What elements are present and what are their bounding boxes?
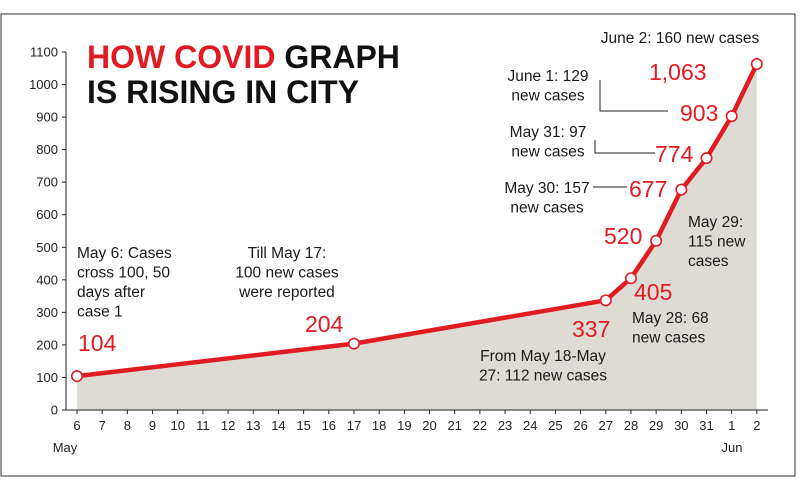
x-tick-label: 16 <box>322 418 336 433</box>
annotation-line: days after <box>77 284 145 301</box>
data-label: 204 <box>305 311 344 337</box>
annotation-line: May 6: Cases <box>77 245 172 262</box>
y-tick-label: 300 <box>36 305 58 320</box>
annotation-line: May 29: <box>688 214 743 231</box>
x-tick-label: 7 <box>99 418 106 433</box>
x-tick-label: 19 <box>397 418 411 433</box>
x-tick-label: 11 <box>196 418 210 433</box>
y-tick-label: 100 <box>36 370 58 385</box>
annotation-leader-line <box>594 140 655 154</box>
annotation-line: From May 18-May <box>480 348 606 365</box>
y-tick-label: 200 <box>36 337 58 352</box>
annotation-may17: Till May 17: 100 new cases were reported <box>235 245 339 301</box>
data-label: 337 <box>572 316 610 342</box>
x-tick-label: 12 <box>221 418 235 433</box>
annotation-line: 115 new <box>688 234 746 251</box>
x-tick-label: 13 <box>246 418 260 433</box>
data-label: 1,063 <box>649 59 707 85</box>
x-tick-label: 24 <box>523 418 537 433</box>
annotation-line: May 31: 97 <box>510 124 587 141</box>
x-tick-label: 28 <box>624 418 638 433</box>
annotation-may6: May 6: Cases cross 100, 50 days after case … <box>77 245 172 321</box>
x-tick-label: 2 <box>753 418 760 433</box>
annotation-may31: May 31: 97 new cases <box>510 124 587 161</box>
annotation-may18: From May 18-May 27: 112 new cases <box>479 348 607 385</box>
annotation-line: May 28: 68 <box>632 310 709 327</box>
x-tick-label: 8 <box>124 418 131 433</box>
data-point-marker <box>71 370 84 383</box>
data-label: 405 <box>634 279 672 305</box>
annotation-june2: June 2: 160 new cases <box>601 30 760 47</box>
area-fill <box>77 64 757 411</box>
annotation-line: June 2: 160 new cases <box>601 30 760 47</box>
annotation-line: new cases <box>511 88 584 105</box>
data-label: 520 <box>604 223 642 249</box>
x-tick-label: 9 <box>149 418 156 433</box>
data-point-marker <box>750 58 763 71</box>
y-tick-label: 500 <box>36 240 58 255</box>
x-tick-label: 31 <box>699 418 713 433</box>
x-tick-label: 14 <box>271 418 285 433</box>
y-tick-label: 600 <box>36 207 58 222</box>
y-tick-label: 400 <box>36 272 58 287</box>
annotation-line: case 1 <box>77 304 123 321</box>
y-tick-label: 1000 <box>29 77 58 92</box>
data-label: 104 <box>78 330 117 356</box>
data-point-marker <box>599 294 612 307</box>
x-tick-label: 30 <box>674 418 688 433</box>
annotation-line: Till May 17: <box>248 245 327 262</box>
annotation-line: 100 new cases <box>235 265 339 282</box>
x-month-label-may: May <box>53 440 78 455</box>
data-point-marker <box>700 152 713 165</box>
x-month-label-jun: Jun <box>722 440 743 455</box>
x-tick-label: 21 <box>447 418 461 433</box>
x-tick-label: 18 <box>372 418 386 433</box>
annotation-leader-line <box>599 80 668 112</box>
x-tick-label: 26 <box>573 418 587 433</box>
y-tick-label: 1100 <box>30 45 58 60</box>
data-label: 677 <box>629 176 667 202</box>
x-tick-label: 23 <box>498 418 512 433</box>
y-tick-label: 0 <box>51 403 58 418</box>
data-point-marker <box>675 183 688 196</box>
annotation-line: new cases <box>511 144 584 161</box>
data-point-marker <box>624 272 637 285</box>
annotation-line: were reported <box>238 284 335 301</box>
data-label: 903 <box>680 100 718 126</box>
data-point-marker <box>650 234 663 247</box>
data-point-marker <box>725 110 738 123</box>
data-label: 774 <box>655 141 694 167</box>
annotation-line: new cases <box>510 200 583 217</box>
annotation-may29: May 29: 115 new cases <box>688 214 746 270</box>
x-tick-label: 29 <box>649 418 663 433</box>
x-tick-label: 6 <box>73 418 80 433</box>
chart-title-highlight: HOW COVID <box>87 39 275 75</box>
x-tick-label: 1 <box>728 418 735 433</box>
chart-title-line2: IS RISING IN CITY <box>87 74 359 110</box>
x-tick-label: 15 <box>296 418 310 433</box>
annotation-line: June 1: 129 <box>507 68 588 85</box>
data-point-marker <box>347 337 360 350</box>
x-tick-label: 27 <box>599 418 613 433</box>
x-tick-label: 25 <box>548 418 562 433</box>
y-tick-label: 700 <box>36 175 58 190</box>
annotation-line: cross 100, 50 <box>77 265 170 282</box>
annotation-line: cases <box>688 253 729 270</box>
y-tick-label: 900 <box>36 110 58 125</box>
annotation-line: new cases <box>632 330 705 347</box>
y-tick-label: 800 <box>36 142 58 157</box>
annotation-line: May 30: 157 <box>504 180 589 197</box>
x-tick-label: 17 <box>347 418 361 433</box>
annotation-line: 27: 112 new cases <box>479 368 607 385</box>
annotation-may28: May 28: 68 new cases <box>632 310 709 347</box>
chart-title-line1: HOW COVID GRAPH <box>87 39 400 75</box>
x-tick-label: 10 <box>170 418 184 433</box>
x-tick-label: 22 <box>473 418 487 433</box>
x-tick-label: 20 <box>422 418 436 433</box>
annotation-may30: May 30: 157 new cases <box>504 180 589 217</box>
chart-title-rest: GRAPH <box>284 39 400 75</box>
annotation-june1: June 1: 129 new cases <box>507 68 588 105</box>
